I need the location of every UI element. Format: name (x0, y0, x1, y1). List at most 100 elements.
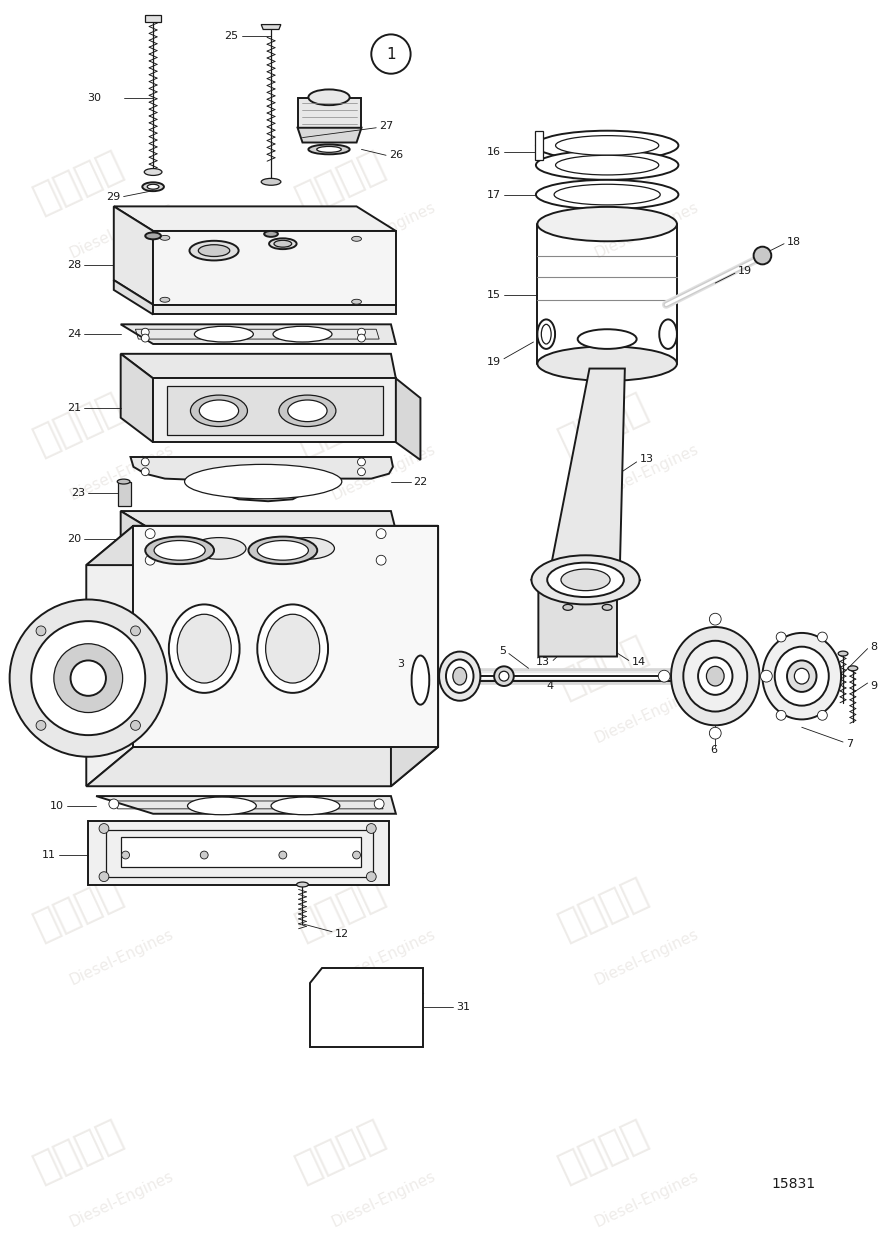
Ellipse shape (287, 399, 327, 422)
Bar (121, 837, 361, 867)
Ellipse shape (257, 540, 309, 560)
Circle shape (376, 555, 386, 565)
Polygon shape (114, 206, 396, 231)
Ellipse shape (555, 136, 659, 155)
Ellipse shape (698, 657, 732, 695)
Polygon shape (121, 510, 396, 530)
Ellipse shape (554, 184, 660, 205)
Ellipse shape (184, 465, 342, 499)
Ellipse shape (453, 667, 466, 686)
Text: 聚发动力: 聚发动力 (289, 144, 391, 218)
Text: 聚发动力: 聚发动力 (289, 1115, 391, 1189)
Circle shape (131, 720, 141, 730)
Circle shape (142, 328, 150, 337)
Polygon shape (531, 369, 640, 594)
Ellipse shape (160, 297, 170, 302)
Text: 26: 26 (389, 150, 403, 160)
Ellipse shape (684, 641, 748, 711)
Text: Diesel-Engines: Diesel-Engines (592, 1169, 700, 1231)
Circle shape (31, 621, 145, 735)
Ellipse shape (257, 604, 328, 693)
Text: Diesel-Engines: Diesel-Engines (592, 441, 700, 503)
Circle shape (776, 710, 786, 720)
Ellipse shape (774, 646, 829, 705)
Text: 聚发动力: 聚发动力 (552, 387, 653, 461)
Circle shape (760, 671, 773, 682)
Text: 8: 8 (870, 641, 878, 652)
Text: 14: 14 (632, 657, 646, 667)
Circle shape (200, 851, 208, 859)
Text: 聚发动力: 聚发动力 (28, 630, 128, 704)
Ellipse shape (265, 614, 320, 683)
Text: Diesel-Engines: Diesel-Engines (329, 441, 438, 503)
Text: Diesel-Engines: Diesel-Engines (67, 927, 176, 988)
Ellipse shape (190, 240, 239, 260)
Ellipse shape (763, 633, 841, 719)
Text: Diesel-Engines: Diesel-Engines (67, 200, 176, 261)
Text: 13: 13 (536, 657, 550, 667)
Circle shape (142, 334, 150, 342)
Ellipse shape (494, 666, 514, 686)
Circle shape (99, 872, 109, 882)
Ellipse shape (274, 240, 292, 247)
Text: 聚发动力: 聚发动力 (28, 1115, 128, 1189)
Polygon shape (153, 305, 396, 314)
Ellipse shape (541, 324, 551, 344)
Text: 30: 30 (87, 94, 101, 104)
Text: Diesel-Engines: Diesel-Engines (329, 200, 438, 261)
Ellipse shape (199, 399, 239, 422)
Text: Diesel-Engines: Diesel-Engines (592, 927, 700, 988)
Text: 聚发动力: 聚发动力 (28, 144, 128, 218)
Text: 聚发动力: 聚发动力 (289, 872, 391, 946)
Ellipse shape (671, 628, 759, 725)
Ellipse shape (536, 180, 678, 210)
Circle shape (54, 644, 123, 713)
Text: 聚发动力: 聚发动力 (28, 387, 128, 461)
Polygon shape (88, 821, 389, 884)
Ellipse shape (787, 661, 816, 692)
Ellipse shape (192, 538, 246, 560)
Ellipse shape (160, 236, 170, 240)
Ellipse shape (262, 179, 281, 185)
Text: 20: 20 (68, 534, 81, 544)
Polygon shape (114, 206, 153, 305)
Text: 聚发动力: 聚发动力 (552, 630, 653, 704)
Ellipse shape (499, 671, 509, 681)
Polygon shape (117, 482, 131, 506)
Text: 1: 1 (386, 47, 396, 62)
Text: VOLVO
PENTA: VOLVO PENTA (344, 1010, 390, 1041)
Circle shape (709, 613, 721, 625)
Polygon shape (134, 525, 438, 747)
Circle shape (374, 799, 384, 809)
Ellipse shape (536, 150, 678, 180)
Ellipse shape (446, 660, 473, 693)
Polygon shape (121, 354, 396, 379)
Circle shape (142, 467, 150, 476)
Polygon shape (297, 99, 361, 128)
Text: 22: 22 (414, 477, 428, 487)
Circle shape (776, 633, 786, 642)
Text: 16: 16 (487, 147, 501, 158)
Circle shape (145, 555, 155, 565)
Polygon shape (96, 797, 396, 814)
Circle shape (10, 599, 166, 757)
Circle shape (131, 626, 141, 636)
Polygon shape (536, 131, 543, 160)
Circle shape (109, 799, 118, 809)
Text: 28: 28 (67, 260, 81, 270)
Text: 聚发动力: 聚发动力 (28, 872, 128, 946)
Text: 聚发动力: 聚发动力 (552, 144, 653, 218)
Polygon shape (297, 128, 361, 143)
Ellipse shape (352, 237, 361, 242)
Ellipse shape (145, 233, 161, 239)
Ellipse shape (795, 668, 809, 684)
Text: 4: 4 (546, 681, 554, 690)
Ellipse shape (296, 882, 309, 887)
Text: 18: 18 (787, 237, 801, 247)
Circle shape (358, 334, 366, 342)
Ellipse shape (272, 534, 343, 563)
Text: 11: 11 (42, 850, 56, 861)
Circle shape (659, 671, 670, 682)
Text: 27: 27 (379, 121, 393, 131)
Ellipse shape (531, 555, 640, 604)
